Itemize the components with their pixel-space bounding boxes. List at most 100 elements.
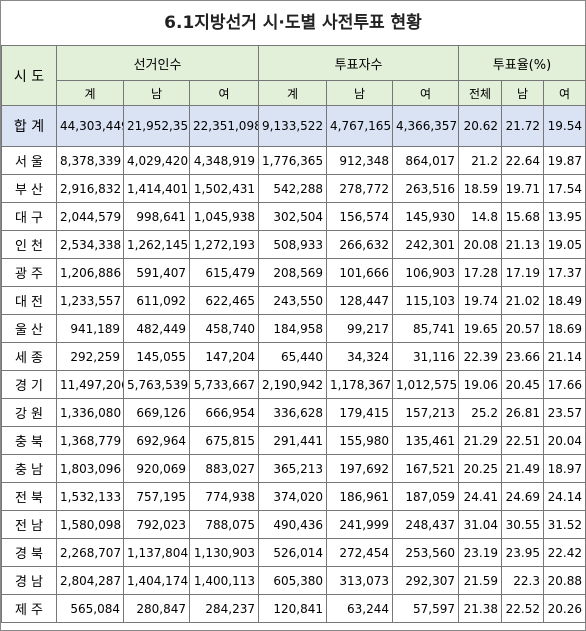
cell: 675,815 (189, 426, 259, 455)
cell: 20.26 (543, 594, 586, 623)
cell: 11,497,206 (56, 370, 124, 399)
cell: 263,516 (392, 174, 459, 203)
cell: 34,324 (326, 342, 393, 371)
header-cell: 남 (123, 80, 190, 106)
cell: 591,407 (123, 258, 190, 287)
table-row: 인 천 2,534,338 1,262,145 1,272,193 508,933 266… (1, 230, 586, 259)
table-row: 경 기 11,497,206 5,763,539 5,733,667 2,190,942… (1, 370, 586, 399)
table-row: 울 산 941,189 482,449 458,740 184,958 99,217 85,… (1, 314, 586, 343)
header-cell: 여 (189, 80, 259, 106)
cell: 611,092 (123, 286, 190, 315)
cell: 2,534,338 (56, 230, 124, 259)
header-group: 투표자수 (258, 45, 459, 81)
cell: 24.69 (501, 482, 544, 511)
cell: 20.45 (501, 370, 544, 399)
cell: 692,964 (123, 426, 190, 455)
cell: 1,414,401 (123, 174, 190, 203)
cell: 18.59 (458, 174, 502, 203)
cell: 4,366,357 (392, 105, 459, 147)
cell: 26.81 (501, 398, 544, 427)
cell: 21.02 (501, 286, 544, 315)
cell: 458,740 (189, 314, 259, 343)
cell: 20.57 (501, 314, 544, 343)
cell: 14.8 (458, 202, 502, 231)
cell: 17.54 (543, 174, 586, 203)
cell: 508,933 (258, 230, 327, 259)
cell: 21.29 (458, 426, 502, 455)
cell: 292,307 (392, 566, 459, 595)
cell: 792,023 (123, 510, 190, 539)
table-row: 전 북 1,532,133 757,195 774,938 374,020 186,961… (1, 482, 586, 511)
cell: 197,692 (326, 454, 393, 483)
cell: 8,378,339 (56, 146, 124, 175)
cell: 1,233,557 (56, 286, 124, 315)
cell: 20.88 (543, 566, 586, 595)
cell: 65,440 (258, 342, 327, 371)
cell: 21.13 (501, 230, 544, 259)
cell: 374,020 (258, 482, 327, 511)
cell: 합 계 (1, 105, 57, 147)
cell: 1,272,193 (189, 230, 259, 259)
cell: 184,958 (258, 314, 327, 343)
header-group: 투표율(%) (458, 45, 586, 81)
cell: 제 주 (1, 594, 57, 623)
cell: 941,189 (56, 314, 124, 343)
cell: 145,930 (392, 202, 459, 231)
cell: 23.19 (458, 538, 502, 567)
cell: 광 주 (1, 258, 57, 287)
table-body: 시 도 선거인수 투표자수 투표율(%) 계 남 여 계 남 여 전체 남 여 합 계 44,303,449… (1, 45, 586, 623)
cell: 266,632 (326, 230, 393, 259)
cell: 17.66 (543, 370, 586, 399)
cell: 경 북 (1, 538, 57, 567)
cell: 17.19 (501, 258, 544, 287)
cell: 22.51 (501, 426, 544, 455)
cell: 21.38 (458, 594, 502, 623)
header-cell: 여 (392, 80, 459, 106)
cell: 482,449 (123, 314, 190, 343)
cell: 18.69 (543, 314, 586, 343)
cell: 2,268,707 (56, 538, 124, 567)
cell: 278,772 (326, 174, 393, 203)
cell: 20.04 (543, 426, 586, 455)
cell: 1,580,098 (56, 510, 124, 539)
cell: 2,190,942 (258, 370, 327, 399)
cell: 경 남 (1, 566, 57, 595)
header-row: 계 남 여 계 남 여 전체 남 여 (2, 80, 586, 106)
table: 시 도 선거인수 투표자수 투표율(%) 계 남 여 계 남 여 전체 남 여 합 계 44,303,449… (1, 45, 586, 623)
cell: 20.25 (458, 454, 502, 483)
cell: 울 산 (1, 314, 57, 343)
table-row: 광 주 1,206,886 591,407 615,479 208,569 101,666… (1, 258, 586, 287)
header-cell: 계 (56, 80, 124, 106)
table-row: 전 남 1,580,098 792,023 788,075 490,436 241,999… (1, 510, 586, 539)
cell: 1,206,886 (56, 258, 124, 287)
cell: 전 북 (1, 482, 57, 511)
cell: 전 남 (1, 510, 57, 539)
cell: 490,436 (258, 510, 327, 539)
cell: 19.05 (543, 230, 586, 259)
cell: 22,351,098 (189, 105, 259, 147)
cell: 5,733,667 (189, 370, 259, 399)
cell: 526,014 (258, 538, 327, 567)
cell: 19.87 (543, 146, 586, 175)
cell: 21.2 (458, 146, 502, 175)
cell: 242,301 (392, 230, 459, 259)
cell: 1,532,133 (56, 482, 124, 511)
cell: 272,454 (326, 538, 393, 567)
cell: 22.64 (501, 146, 544, 175)
cell: 31.04 (458, 510, 502, 539)
cell: 998,641 (123, 202, 190, 231)
cell: 13.95 (543, 202, 586, 231)
header-cell: 남 (326, 80, 393, 106)
cell: 1,776,365 (258, 146, 327, 175)
cell: 44,303,449 (56, 105, 124, 147)
cell: 63,244 (326, 594, 393, 623)
cell: 21.49 (501, 454, 544, 483)
cell: 187,059 (392, 482, 459, 511)
cell: 186,961 (326, 482, 393, 511)
cell: 22.42 (543, 538, 586, 567)
cell: 9,133,522 (258, 105, 327, 147)
cell: 19.65 (458, 314, 502, 343)
cell: 대 구 (1, 202, 57, 231)
cell: 충 남 (1, 454, 57, 483)
cell: 542,288 (258, 174, 327, 203)
